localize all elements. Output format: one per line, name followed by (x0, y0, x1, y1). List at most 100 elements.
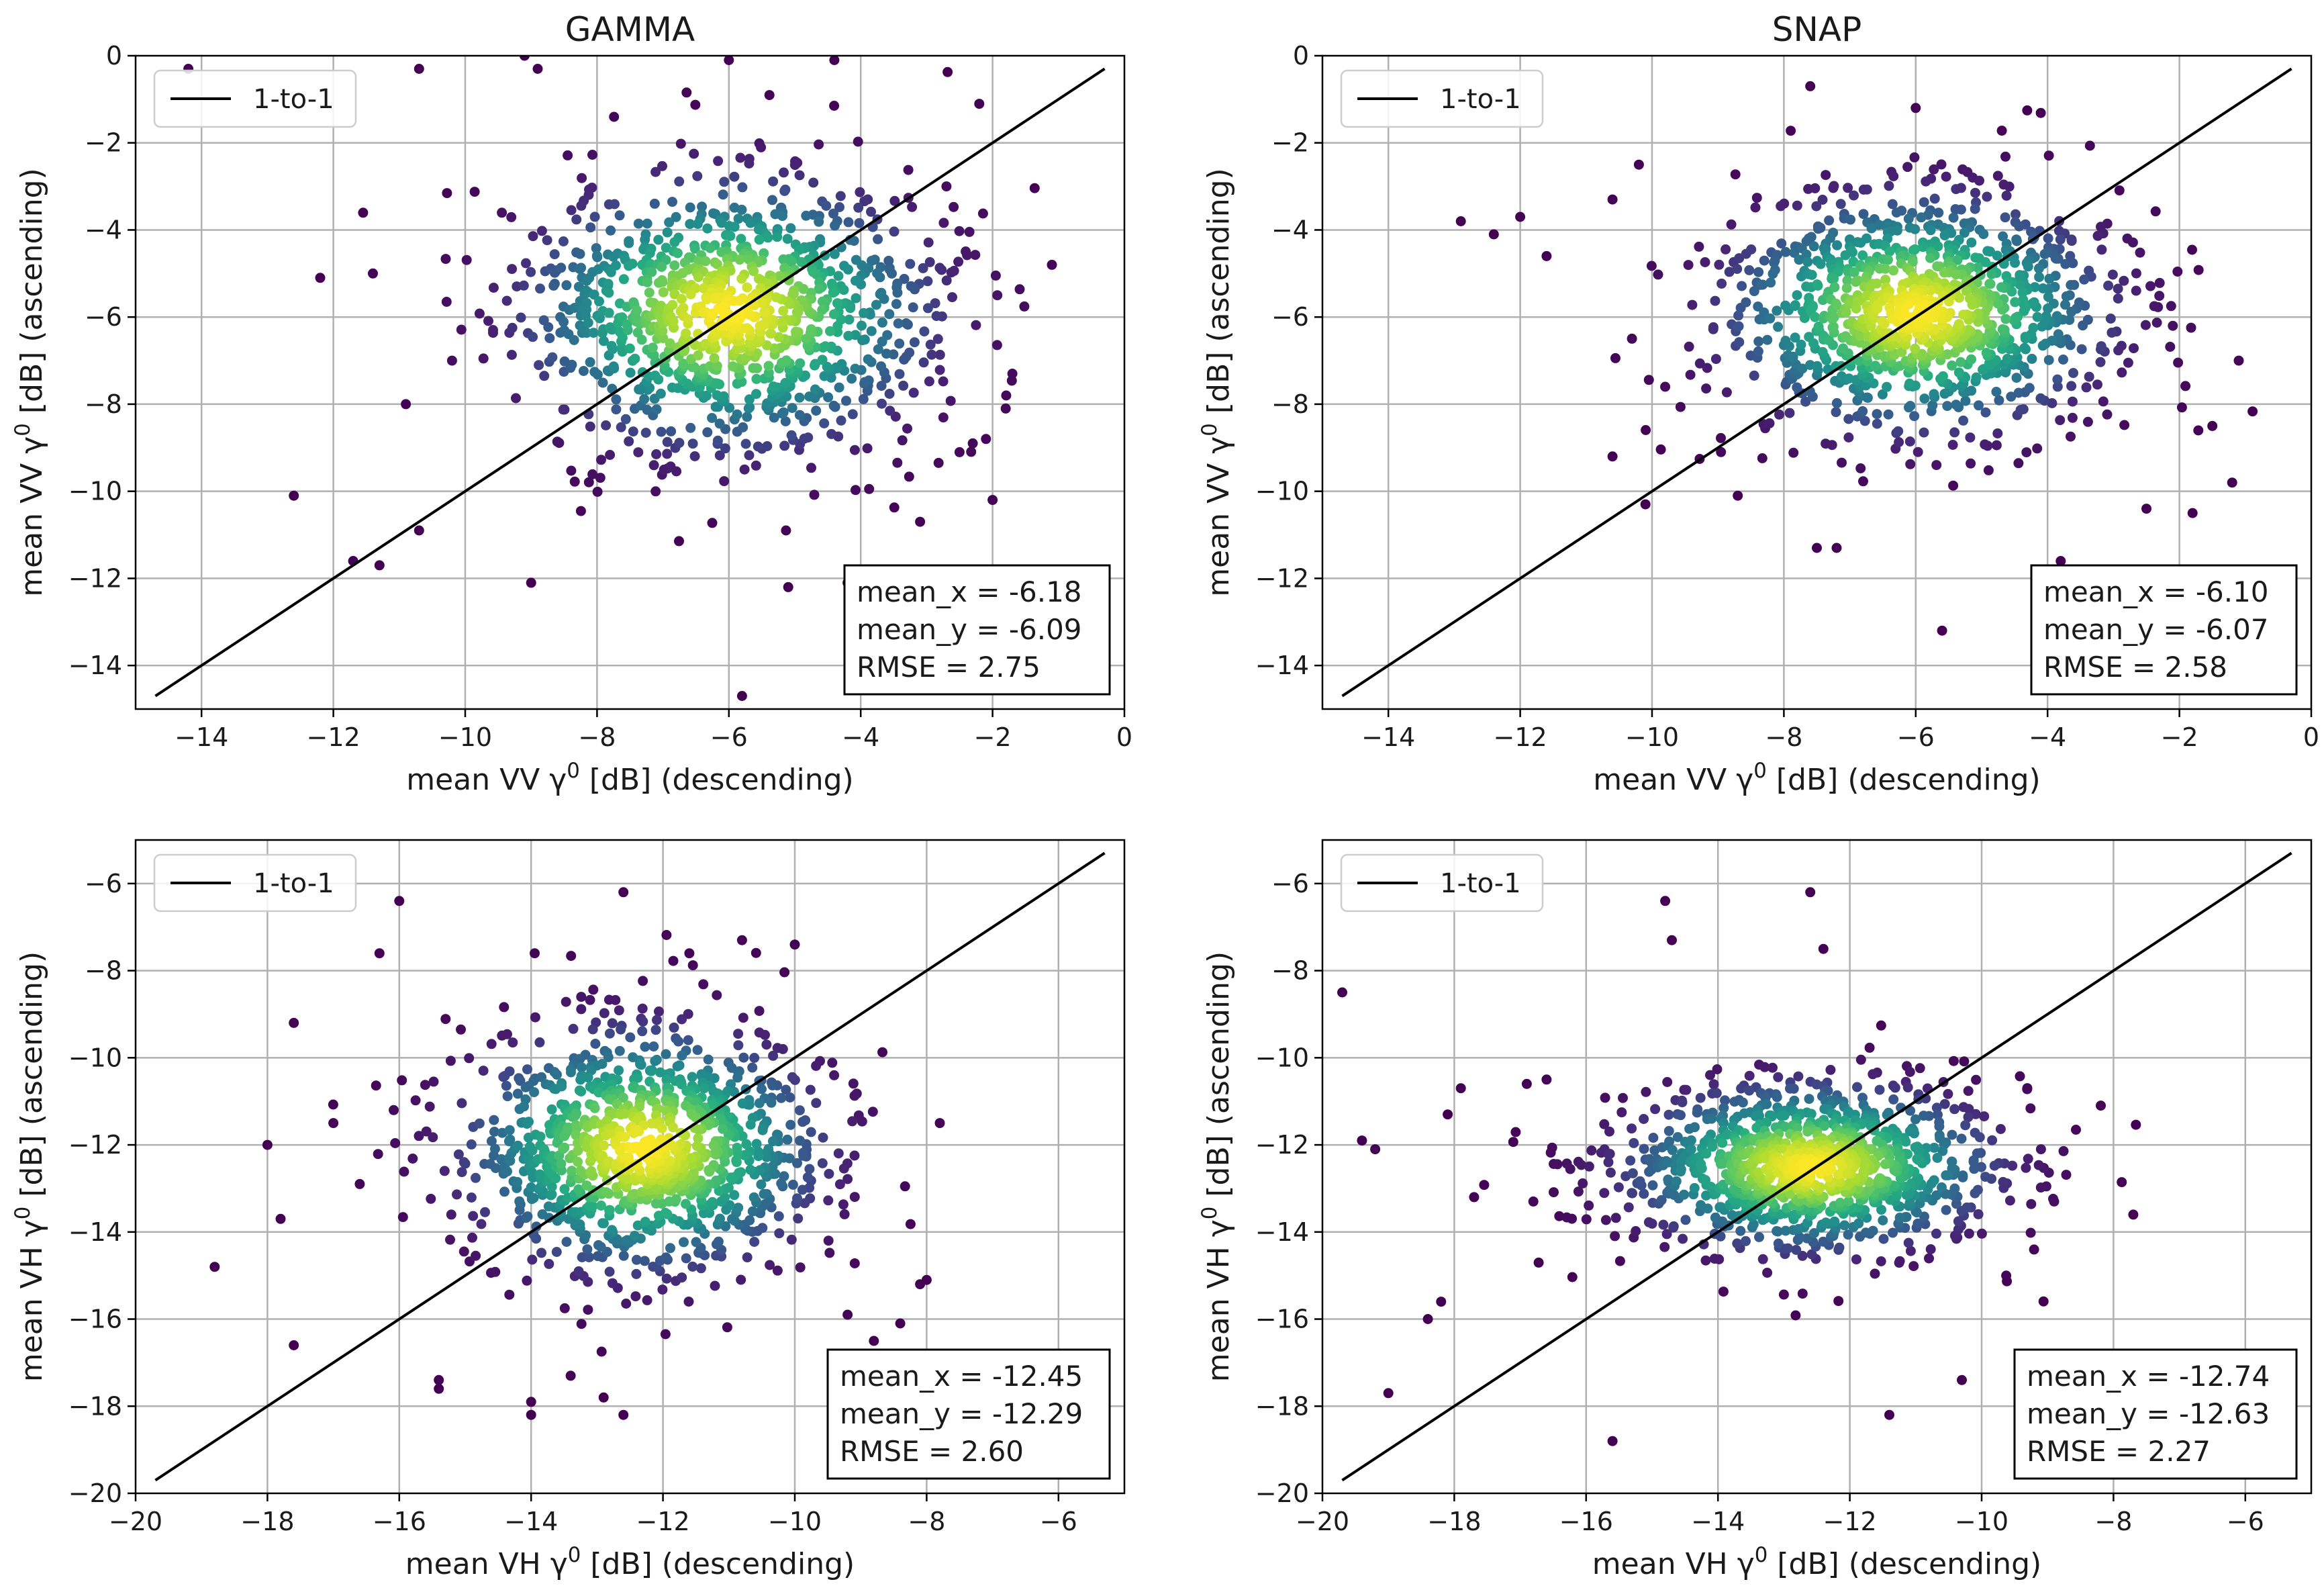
scatter-point (1661, 1229, 1672, 1240)
scatter-point (745, 1119, 756, 1130)
scatter-point (742, 412, 753, 422)
scatter-point (738, 1013, 748, 1023)
stat-mean-x: mean_x = -12.74 (2027, 1360, 2270, 1393)
scatter-point (576, 200, 587, 211)
scatter-point (1828, 322, 1839, 332)
scatter-point (2066, 431, 2076, 442)
scatter-point (715, 1213, 725, 1224)
scatter-point (1436, 1297, 1447, 1307)
scatter-point (2084, 371, 2094, 382)
scatter-point (1600, 1215, 1611, 1225)
scatter-point (1685, 369, 1696, 380)
stat-rmse: RMSE = 2.27 (2027, 1435, 2211, 1468)
scatter-point (2043, 150, 2054, 161)
scatter-point (899, 355, 910, 365)
scatter-point (1716, 278, 1727, 289)
scatter-point (970, 250, 981, 261)
scatter-point (1888, 1094, 1899, 1105)
scatter-point (1904, 1067, 1915, 1077)
scatter-point (757, 1084, 767, 1094)
scatter-point (598, 336, 609, 346)
scatter-point (782, 234, 793, 244)
scatter-point (977, 208, 988, 219)
scatter-point (2117, 1177, 2127, 1188)
scatter-point (1784, 341, 1794, 352)
scatter-point (668, 1122, 679, 1133)
scatter-point (1939, 230, 1950, 241)
scatter-point (1541, 250, 1552, 261)
scatter-point (1815, 259, 1826, 269)
scatter-point (1702, 1203, 1713, 1214)
scatter-point (704, 1165, 714, 1176)
scatter-point (673, 1036, 684, 1047)
scatter-point (765, 1260, 775, 1270)
scatter-point (2165, 342, 2176, 352)
scatter-point (420, 1080, 430, 1090)
scatter-point (1843, 414, 1854, 424)
scatter-point (2029, 1244, 2039, 1255)
scatter-point (1919, 1211, 1929, 1222)
scatter-point (1959, 1056, 1970, 1067)
scatter-point (2154, 277, 2165, 288)
scatter-point (700, 256, 711, 267)
scatter-point (1947, 440, 1958, 450)
x-axis-label: mean VH γ0 [dB] (descending) (1592, 1543, 2041, 1581)
scatter-point (2055, 234, 2066, 245)
scatter-point (814, 139, 824, 150)
scatter-point (2172, 267, 2183, 277)
scatter-point (1980, 1172, 1991, 1182)
scatter-point (1958, 415, 1969, 426)
scatter-point (742, 1252, 753, 1263)
scatter-point (1567, 1213, 1578, 1224)
scatter-point (1792, 200, 1802, 211)
scatter-point (793, 1213, 804, 1224)
scatter-point (1772, 306, 1782, 316)
scatter-point (505, 1134, 516, 1145)
scatter-point (584, 1252, 595, 1262)
scatter-point (1784, 408, 1795, 418)
scatter-point (729, 222, 740, 232)
scatter-point (1974, 175, 1984, 186)
scatter-point (779, 440, 790, 451)
scatter-point (1019, 301, 1030, 312)
scatter-point (1701, 1148, 1712, 1159)
scatter-point (1884, 181, 1894, 191)
scatter-point (924, 256, 935, 267)
scatter-point (1970, 187, 1980, 198)
scatter-point (1905, 459, 1916, 469)
scatter-point (2233, 355, 2244, 366)
scatter-point (1936, 159, 1947, 170)
scatter-point (922, 276, 933, 287)
scatter-point (1802, 256, 1813, 267)
scatter-point (1780, 246, 1791, 257)
scatter-point (1956, 1205, 1967, 1216)
scatter-point (581, 304, 592, 315)
scatter-point (1949, 427, 1960, 438)
scatter-point (1443, 1109, 1453, 1120)
scatter-point (2067, 396, 2078, 407)
scatter-point (2102, 409, 2113, 420)
scatter-point (526, 1409, 536, 1420)
scatter-point (664, 217, 675, 228)
scatter-point (1641, 425, 1651, 435)
scatter-point (1726, 219, 1737, 230)
scatter-point (2011, 373, 2022, 383)
scatter-point (519, 56, 530, 61)
scatter-point (814, 283, 824, 294)
scatter-point (573, 1145, 583, 1156)
scatter-point (573, 1266, 584, 1276)
scatter-point (2035, 1144, 2046, 1155)
scatter-point (934, 365, 945, 375)
scatter-point (1357, 1135, 1367, 1146)
scatter-point (725, 230, 736, 241)
scatter-point (2247, 406, 2258, 417)
scatter-point (918, 357, 929, 368)
scatter-point (575, 248, 585, 259)
scatter-point (611, 404, 622, 415)
scatter-point (744, 1215, 755, 1225)
scatter-point (2187, 508, 2198, 518)
scatter-point (1933, 1109, 1943, 1120)
scatter-point (1851, 1254, 1861, 1265)
scatter-point (765, 328, 776, 339)
scatter-point (1843, 1229, 1853, 1240)
